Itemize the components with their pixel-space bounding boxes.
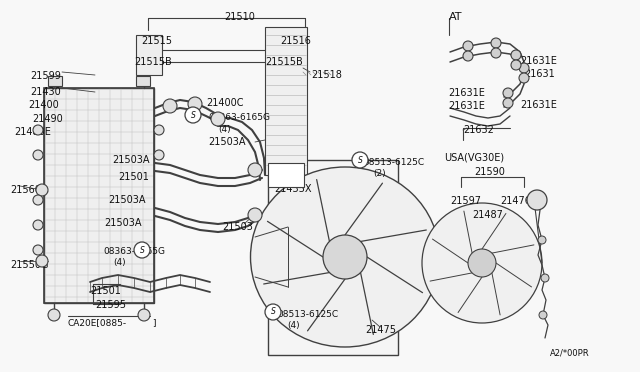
Text: A2/*00PR: A2/*00PR [550,348,589,357]
Circle shape [468,249,496,277]
Text: (4): (4) [287,321,300,330]
Text: S: S [271,308,275,317]
Circle shape [352,152,368,168]
Text: 21590: 21590 [475,167,506,177]
Circle shape [134,242,150,258]
Text: 21632: 21632 [463,125,494,135]
Circle shape [463,51,473,61]
Text: 21510: 21510 [225,12,255,22]
Text: S: S [191,110,195,119]
Circle shape [511,60,521,70]
Circle shape [463,41,473,51]
Circle shape [248,163,262,177]
Circle shape [538,236,546,244]
Text: 21550G: 21550G [10,260,49,270]
Circle shape [519,63,529,73]
Text: 21430: 21430 [30,87,61,97]
Circle shape [33,195,43,205]
Bar [44,88,154,303]
Circle shape [185,107,201,123]
Text: 21503A: 21503A [104,218,141,228]
Ellipse shape [250,167,440,347]
Text: 21490: 21490 [32,114,63,124]
Text: 21518: 21518 [311,70,342,80]
Circle shape [248,208,262,222]
Text: S: S [140,246,145,254]
Text: 21631E: 21631E [520,56,557,66]
Text: 21503A: 21503A [112,155,150,165]
Bar [265,27,307,175]
Text: 08513-6125C: 08513-6125C [363,158,424,167]
Circle shape [33,220,43,230]
Circle shape [539,311,547,319]
Text: 21435X: 21435X [274,184,312,194]
Text: 21475: 21475 [365,325,396,335]
Circle shape [511,50,521,60]
Text: 21595: 21595 [95,300,126,310]
Bar [136,35,162,75]
Circle shape [188,97,202,111]
Circle shape [154,150,164,160]
Text: 21516: 21516 [280,36,312,46]
Text: AT: AT [449,12,463,22]
Circle shape [138,309,150,321]
Circle shape [33,125,43,135]
Text: 21515B: 21515B [134,57,172,67]
Circle shape [48,309,60,321]
Text: USA(VG30E): USA(VG30E) [444,152,504,162]
Bar [268,163,304,187]
Circle shape [519,73,529,83]
Ellipse shape [422,203,542,323]
Text: 21631E: 21631E [448,88,485,98]
Text: 08363-6165G: 08363-6165G [103,247,165,256]
Text: 21480E: 21480E [14,127,51,137]
Circle shape [491,48,501,58]
Text: 21631E: 21631E [520,100,557,110]
Circle shape [323,235,367,279]
Circle shape [503,88,513,98]
Text: 08363-6165G: 08363-6165G [208,113,270,122]
Text: 21501: 21501 [118,172,149,182]
Circle shape [532,191,540,199]
Text: 21476M: 21476M [500,196,540,206]
Text: 21515B: 21515B [265,57,303,67]
Text: 21599: 21599 [30,71,61,81]
Text: 21487: 21487 [472,210,503,220]
Text: USA: USA [274,172,294,182]
Circle shape [33,245,43,255]
Circle shape [163,99,177,113]
Text: (4): (4) [218,125,230,134]
Bar [44,88,154,303]
Circle shape [36,184,48,196]
Circle shape [36,255,48,267]
Text: 21400C: 21400C [206,98,243,108]
Circle shape [541,274,549,282]
Text: 08513-6125C: 08513-6125C [277,310,338,319]
Text: S: S [358,155,362,164]
Text: (2): (2) [373,169,386,178]
Circle shape [33,150,43,160]
Text: 21560: 21560 [10,185,41,195]
Text: 21503: 21503 [222,222,253,232]
Bar [136,76,150,86]
Bar [48,76,62,86]
Circle shape [154,125,164,135]
Text: 21631: 21631 [524,69,555,79]
Circle shape [527,190,547,210]
Text: (4): (4) [113,258,125,267]
Text: CA20E[0885-: CA20E[0885- [68,318,127,327]
Circle shape [265,304,281,320]
Text: 21400: 21400 [28,100,59,110]
Text: 21515: 21515 [141,36,173,46]
Circle shape [211,112,225,126]
Text: 21503A: 21503A [108,195,145,205]
Text: 21503A: 21503A [208,137,246,147]
Circle shape [491,38,501,48]
Text: ]: ] [152,318,156,327]
Text: 21597: 21597 [450,196,481,206]
Text: 21501: 21501 [90,286,121,296]
Text: 21631E: 21631E [448,101,485,111]
Bar [268,160,398,355]
Circle shape [503,98,513,108]
